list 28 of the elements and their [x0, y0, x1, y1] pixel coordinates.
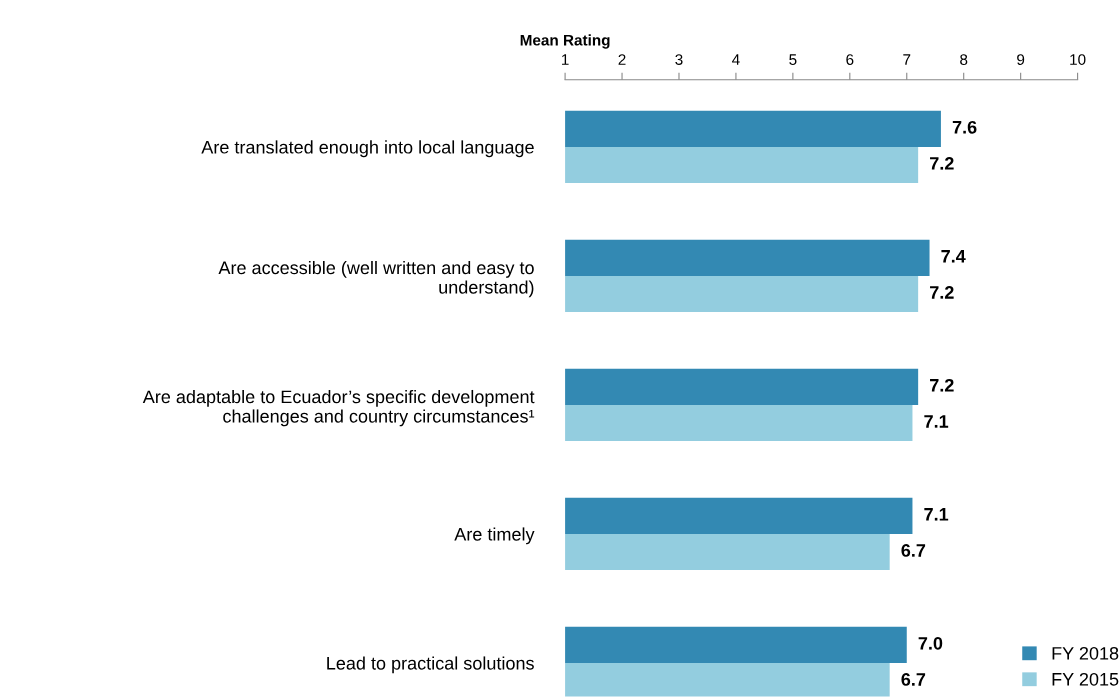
- data-label: 7.0: [918, 636, 943, 650]
- x-tick-label: 4: [732, 54, 740, 65]
- data-label: 7.4: [941, 250, 966, 263]
- data-label: 7.2: [930, 286, 954, 299]
- y-tick-label: Are adaptable to Ecuador’s specific development challenges and country circumstances¹: [142, 389, 535, 427]
- x-tick-label: 3: [675, 54, 683, 65]
- x-tick-label: 7: [903, 54, 911, 65]
- data-label: 7.2: [930, 378, 954, 392]
- x-tick-label: 6: [846, 54, 854, 65]
- x-tick-label: 10: [1070, 54, 1086, 65]
- data-label: 7.1: [924, 415, 949, 428]
- legend-label: FY 2015: [1052, 672, 1119, 686]
- x-tick-label: 2: [618, 54, 626, 65]
- data-label: 6.7: [901, 544, 926, 557]
- x-tick-label: 9: [1017, 54, 1025, 65]
- x-tick-label: 8: [960, 54, 968, 65]
- y-tick-label: Are accessible (well written and easy to understand): [218, 260, 534, 298]
- data-label: 7.6: [952, 120, 977, 134]
- x-tick-label: 1: [562, 54, 569, 65]
- y-tick-label: Are timely: [454, 527, 535, 545]
- y-tick-label: Are translated enough into local language: [201, 140, 534, 158]
- data-label: 7.1: [924, 508, 949, 521]
- data-label: 6.7: [901, 673, 926, 686]
- data-label: 7.2: [930, 157, 954, 170]
- x-axis-title: Mean Rating: [520, 34, 610, 49]
- legend-label: FY 2018: [1052, 646, 1119, 660]
- x-tick-label: 5: [789, 54, 797, 65]
- y-tick-label: Lead to practical solutions: [327, 656, 534, 674]
